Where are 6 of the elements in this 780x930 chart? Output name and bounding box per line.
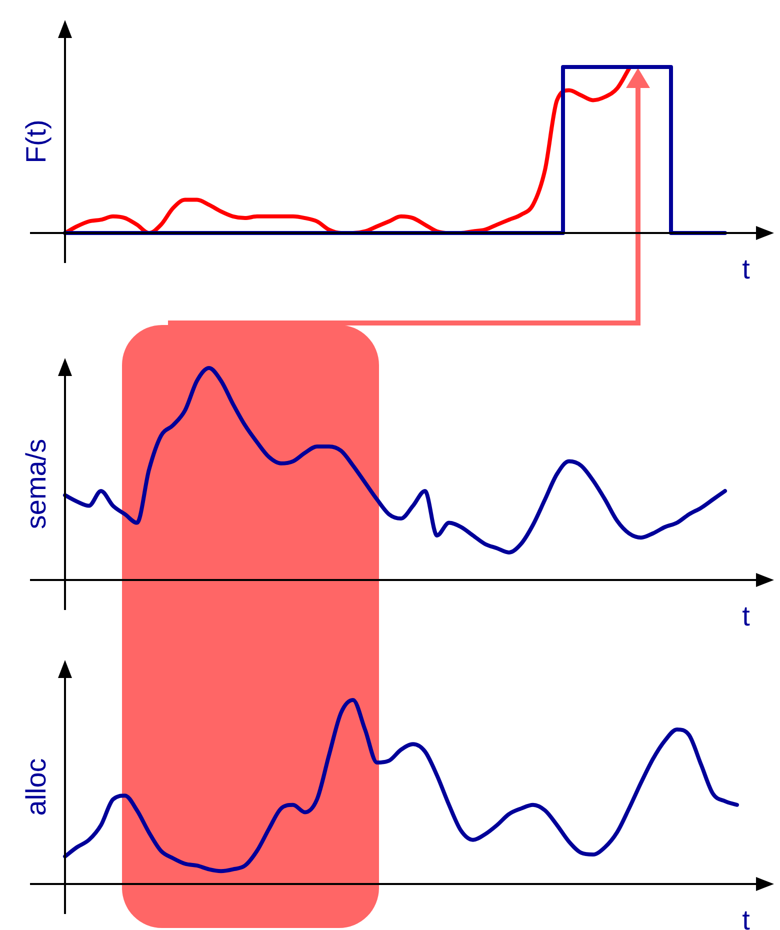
x-axis-title: t bbox=[742, 600, 750, 632]
x-axis-title: t bbox=[742, 904, 750, 930]
y-axis-title: sema/s bbox=[20, 438, 52, 530]
y-axis-title: F(t) bbox=[20, 120, 52, 164]
y-axis-title: alloc bbox=[20, 758, 52, 816]
x-axis-title: t bbox=[742, 254, 750, 285]
